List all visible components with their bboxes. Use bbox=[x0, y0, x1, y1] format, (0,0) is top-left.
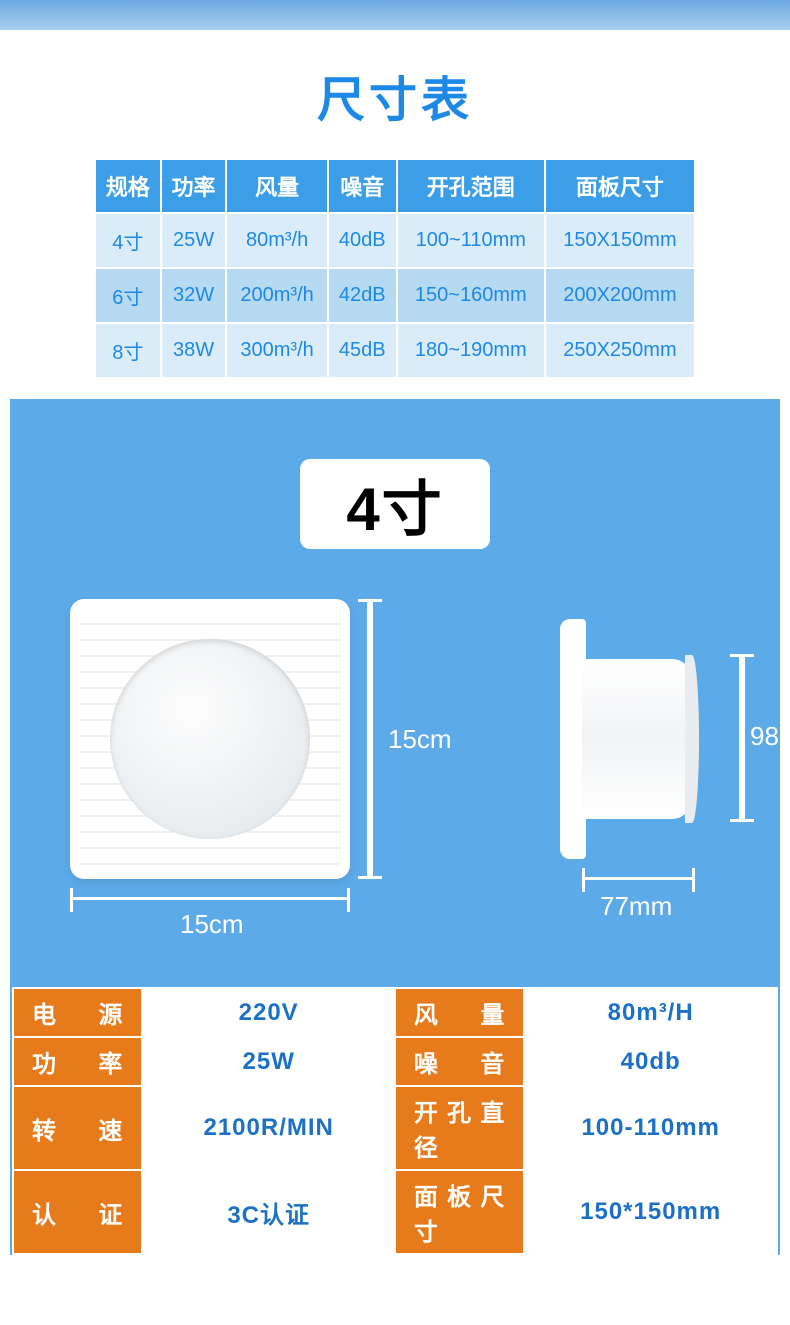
size-table-cell: 38W bbox=[161, 323, 227, 378]
spec-value: 3C认证 bbox=[142, 1170, 394, 1254]
spec-label: 风 量 bbox=[395, 988, 524, 1037]
size-table-header: 风量 bbox=[226, 159, 327, 213]
spec-value: 25W bbox=[142, 1037, 394, 1086]
spec-label: 电 源 bbox=[13, 988, 142, 1037]
size-table-cell: 45dB bbox=[328, 323, 397, 378]
spec-value: 80m³/H bbox=[524, 988, 777, 1037]
diagram-area: 15cm 15cm 98mm 77mm bbox=[10, 599, 780, 979]
fan-circle-icon bbox=[110, 639, 310, 839]
size-table-cell: 4寸 bbox=[95, 213, 161, 268]
spec-value: 220V bbox=[142, 988, 394, 1037]
bottom-spacer bbox=[0, 1255, 790, 1325]
spec-value: 100-110mm bbox=[524, 1086, 777, 1170]
spec-label: 噪 音 bbox=[395, 1037, 524, 1086]
size-table-cell: 32W bbox=[161, 268, 227, 323]
size-table-header: 规格 bbox=[95, 159, 161, 213]
product-side-view bbox=[560, 619, 695, 859]
size-table-cell: 42dB bbox=[328, 268, 397, 323]
bracket-side-height bbox=[739, 654, 745, 822]
spec-value: 150*150mm bbox=[524, 1170, 777, 1254]
size-table-header: 噪音 bbox=[328, 159, 397, 213]
size-table-cell: 200m³/h bbox=[226, 268, 327, 323]
spec-label: 认 证 bbox=[13, 1170, 142, 1254]
size-table-cell: 200X200mm bbox=[545, 268, 695, 323]
size-table-cell: 8寸 bbox=[95, 323, 161, 378]
dim-side-height: 98mm bbox=[750, 721, 790, 752]
size-table-cell: 250X250mm bbox=[545, 323, 695, 378]
size-table-row: 4寸25W80m³/h40dB100~110mm150X150mm bbox=[95, 213, 695, 268]
page-title: 尺寸表 bbox=[0, 30, 790, 158]
spec-value: 2100R/MIN bbox=[142, 1086, 394, 1170]
size-table-cell: 25W bbox=[161, 213, 227, 268]
spec-label: 功 率 bbox=[13, 1037, 142, 1086]
size-table-header: 功率 bbox=[161, 159, 227, 213]
size-table-cell: 100~110mm bbox=[397, 213, 545, 268]
size-badge: 4寸 bbox=[300, 459, 490, 549]
size-table-cell: 150~160mm bbox=[397, 268, 545, 323]
dim-front-width: 15cm bbox=[180, 909, 244, 940]
size-table-row: 8寸38W300m³/h45dB180~190mm250X250mm bbox=[95, 323, 695, 378]
size-table-cell: 150X150mm bbox=[545, 213, 695, 268]
top-photo-strip bbox=[0, 0, 790, 30]
bracket-side-depth bbox=[582, 877, 695, 880]
size-table-cell: 40dB bbox=[328, 213, 397, 268]
size-table-cell: 300m³/h bbox=[226, 323, 327, 378]
dim-side-depth: 77mm bbox=[600, 891, 672, 922]
spec-label: 开孔直径 bbox=[395, 1086, 524, 1170]
size-table-header: 开孔范围 bbox=[397, 159, 545, 213]
spec-label: 转 速 bbox=[13, 1086, 142, 1170]
size-table-header: 面板尺寸 bbox=[545, 159, 695, 213]
product-front-view bbox=[70, 599, 350, 879]
size-table-header-row: 规格功率风量噪音开孔范围面板尺寸 bbox=[95, 159, 695, 213]
dim-front-height: 15cm bbox=[388, 724, 452, 755]
spec-table-row: 认 证3C认证面板尺寸150*150mm bbox=[13, 1170, 777, 1254]
size-table-row: 6寸32W200m³/h42dB150~160mm200X200mm bbox=[95, 268, 695, 323]
spec-table-row: 电 源220V风 量80m³/H bbox=[13, 988, 777, 1037]
size-table-cell: 180~190mm bbox=[397, 323, 545, 378]
spec-table-body: 电 源220V风 量80m³/H功 率25W噪 音40db转 速2100R/MI… bbox=[13, 988, 777, 1254]
spec-table: 电 源220V风 量80m³/H功 率25W噪 音40db转 速2100R/MI… bbox=[12, 987, 778, 1255]
size-table-cell: 80m³/h bbox=[226, 213, 327, 268]
size-table: 规格功率风量噪音开孔范围面板尺寸 4寸25W80m³/h40dB100~110m… bbox=[94, 158, 696, 379]
spec-table-row: 转 速2100R/MIN开孔直径100-110mm bbox=[13, 1086, 777, 1170]
size-table-body: 4寸25W80m³/h40dB100~110mm150X150mm6寸32W20… bbox=[95, 213, 695, 378]
product-panel: 4寸 15cm 15cm 98mm 77mm 电 源220V风 量80m³/H功 bbox=[10, 399, 780, 1255]
spec-table-row: 功 率25W噪 音40db bbox=[13, 1037, 777, 1086]
bracket-front-height bbox=[367, 599, 373, 879]
spec-value: 40db bbox=[524, 1037, 777, 1086]
spec-label: 面板尺寸 bbox=[395, 1170, 524, 1254]
bracket-front-width bbox=[70, 897, 350, 900]
size-table-cell: 6寸 bbox=[95, 268, 161, 323]
